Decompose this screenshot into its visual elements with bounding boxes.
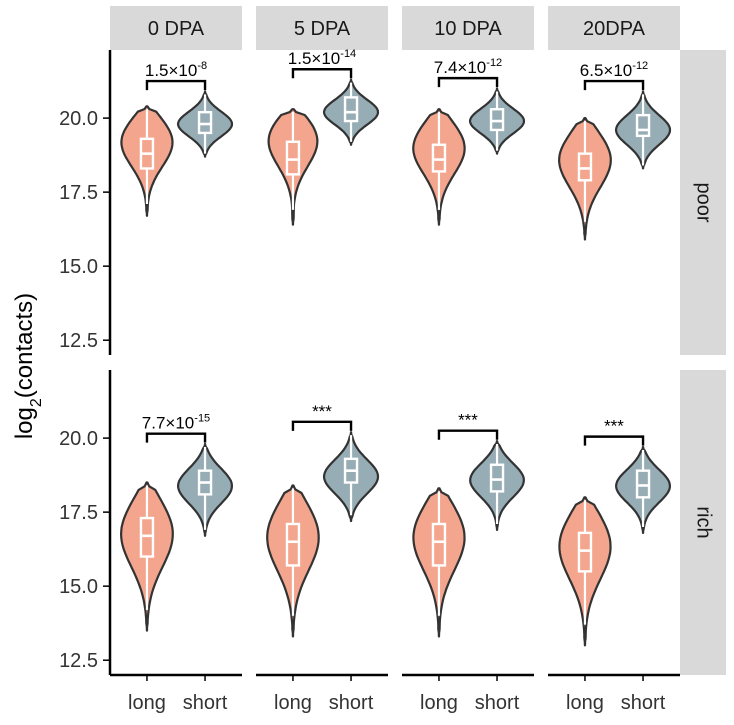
significance-bracket — [583, 79, 645, 91]
facet-strip-poor — [680, 50, 726, 355]
box-long — [431, 143, 447, 173]
facet-row-label: poor — [693, 182, 715, 222]
x-tick-label: short — [329, 692, 374, 714]
facet-row-label: rich — [693, 506, 715, 538]
box-short — [489, 463, 505, 493]
y-tick-label: 12.5 — [59, 650, 98, 672]
facet-strip-2 — [402, 6, 534, 50]
significance-label: 7.7×10-15 — [142, 413, 210, 433]
box-short — [343, 96, 359, 123]
y-tick-label: 12.5 — [59, 330, 98, 352]
panel-poor-3: 6.5×10-12 — [558, 60, 672, 241]
y-tick-label: 20.0 — [59, 428, 98, 450]
y-tick-label: 17.5 — [59, 182, 98, 204]
facet-column-label: 0 DPA — [148, 18, 205, 40]
significance-label: *** — [458, 411, 478, 430]
significance-bracket — [291, 420, 353, 431]
x-tick-label: long — [128, 692, 166, 714]
x-tick-label: long — [566, 692, 604, 714]
x-tick-label: short — [183, 692, 228, 714]
y-tick-label: 17.5 — [59, 502, 98, 524]
y-axis-title: log2(contacts) — [11, 293, 45, 439]
significance-label: 1.5×10-14 — [288, 48, 356, 68]
box-long — [285, 522, 301, 567]
box-long — [285, 140, 301, 176]
box-short — [635, 469, 651, 499]
significance-bracket — [145, 79, 207, 91]
panel-rich-1: *** — [266, 402, 380, 638]
facet-strip-rich — [680, 370, 726, 675]
significance-label: *** — [604, 417, 624, 436]
y-axis-title-rest: (contacts) — [11, 293, 38, 398]
y-tick-label: 15.0 — [59, 576, 98, 598]
panel-rich-0: 7.7×10-15 — [120, 413, 233, 632]
panel-poor-1: 1.5×10-14 — [267, 48, 380, 226]
panel-poor-2: 7.4×10-12 — [412, 57, 526, 226]
box-short — [197, 110, 213, 135]
x-tick-label: long — [274, 692, 312, 714]
box-short — [489, 108, 505, 132]
box-long — [139, 516, 155, 558]
chart-layer: 0 DPA 5 DPA 10 DPA 20DPA poor rich 12.5 15.0 17.… — [59, 6, 726, 714]
y-axis-title-base: log — [11, 407, 38, 439]
x-tick-label: long — [420, 692, 458, 714]
box-long — [431, 522, 447, 567]
box-short — [635, 113, 651, 138]
panel-rich-2: *** — [412, 411, 525, 638]
box-long — [577, 152, 593, 182]
facet-column-label: 20DPA — [583, 18, 646, 40]
box-long — [577, 531, 593, 573]
y-tick-label: 15.0 — [59, 256, 98, 278]
facet-strip-3 — [548, 6, 680, 50]
facet-column-label: 10 DPA — [434, 18, 502, 40]
panel-rich-3: *** — [558, 417, 671, 647]
facet-strip-0 — [110, 6, 242, 50]
y-tick-label: 20.0 — [59, 108, 98, 130]
significance-bracket — [583, 435, 645, 446]
facet-strip-1 — [256, 6, 388, 50]
significance-bracket — [145, 432, 207, 443]
x-tick-label: short — [475, 692, 520, 714]
x-tick-label: short — [621, 692, 666, 714]
panel-poor-0: 1.5×10-8 — [120, 60, 234, 217]
significance-bracket — [437, 76, 499, 88]
significance-label: 6.5×10-12 — [580, 60, 648, 80]
significance-label: 1.5×10-8 — [145, 60, 207, 80]
significance-bracket — [437, 429, 499, 440]
facet-column-label: 5 DPA — [294, 18, 351, 40]
significance-label: 7.4×10-12 — [434, 57, 502, 77]
y-axis-title-subscript: 2 — [28, 398, 45, 407]
significance-bracket — [291, 68, 353, 79]
significance-label: *** — [312, 402, 332, 421]
